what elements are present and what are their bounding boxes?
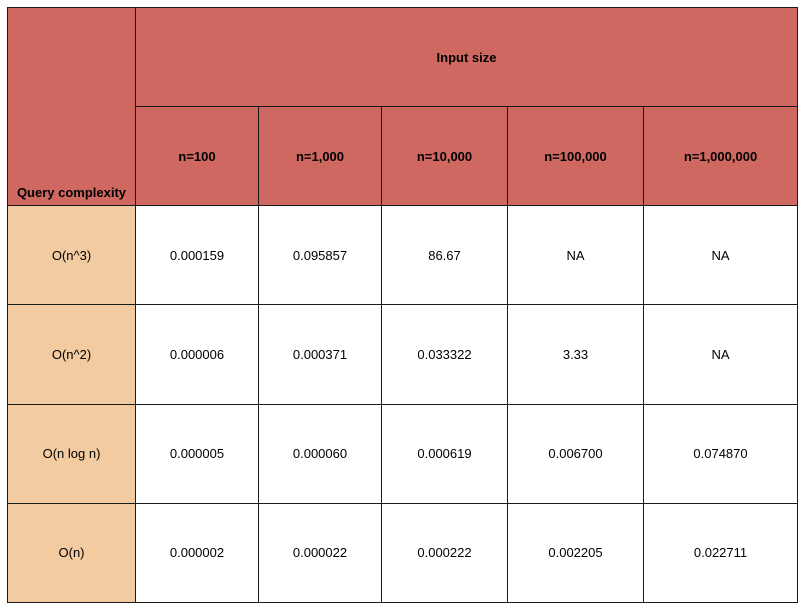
table-cell: 0.074870 [642,403,799,504]
header-row-columns: n=100 n=1,000 n=10,000 n=100,000 n=1,000… [8,106,799,207]
column-header: n=100 [135,106,259,207]
column-header: n=1,000,000 [642,106,799,207]
table-cell: 0.000006 [135,304,259,405]
header-row-group: Query complexity Input size [7,6,799,207]
table-cell: 0.000022 [258,502,382,604]
row-header: O(n^2) [7,304,136,405]
corner-header: Query complexity [7,6,136,207]
column-header: n=1,000 [258,106,382,207]
table-cell: 0.033322 [381,304,508,405]
row-header: O(n log n) [7,403,136,504]
table-cell: 0.000002 [135,502,259,604]
table-cell: 0.000005 [135,403,259,504]
table-row: O(n log n) 0.000005 0.000060 0.000619 0.… [7,403,799,504]
table-cell: 0.006700 [507,403,644,504]
table-row: O(n^3) 0.000159 0.095857 86.67 NA NA [7,205,799,306]
table-cell: 0.000159 [135,205,259,306]
table-row: O(n^2) 0.000006 0.000371 0.033322 3.33 N… [7,304,799,405]
table-cell: 0.000060 [258,403,382,504]
corner-header-label: Query complexity [16,185,127,201]
row-header: O(n) [7,502,136,604]
input-size-header: Input size [134,6,799,108]
table-cell: 0.000371 [258,304,382,405]
table-cell: NA [642,304,799,405]
table-cell: 0.022711 [642,502,799,604]
column-header: n=10,000 [381,106,508,207]
table-cell: 86.67 [381,205,508,306]
table-cell: NA [642,205,799,306]
table-cell: NA [507,205,644,306]
table-cell: 0.000222 [381,502,508,604]
complexity-table: Query complexity Input size n=100 n=1,00… [7,6,799,604]
column-header: n=100,000 [507,106,644,207]
table-cell: 0.000619 [381,403,508,504]
row-header: O(n^3) [7,205,136,306]
table-cell: 0.002205 [507,502,644,604]
table-cell: 3.33 [507,304,644,405]
table-row: O(n) 0.000002 0.000022 0.000222 0.002205… [7,502,799,604]
table-cell: 0.095857 [258,205,382,306]
